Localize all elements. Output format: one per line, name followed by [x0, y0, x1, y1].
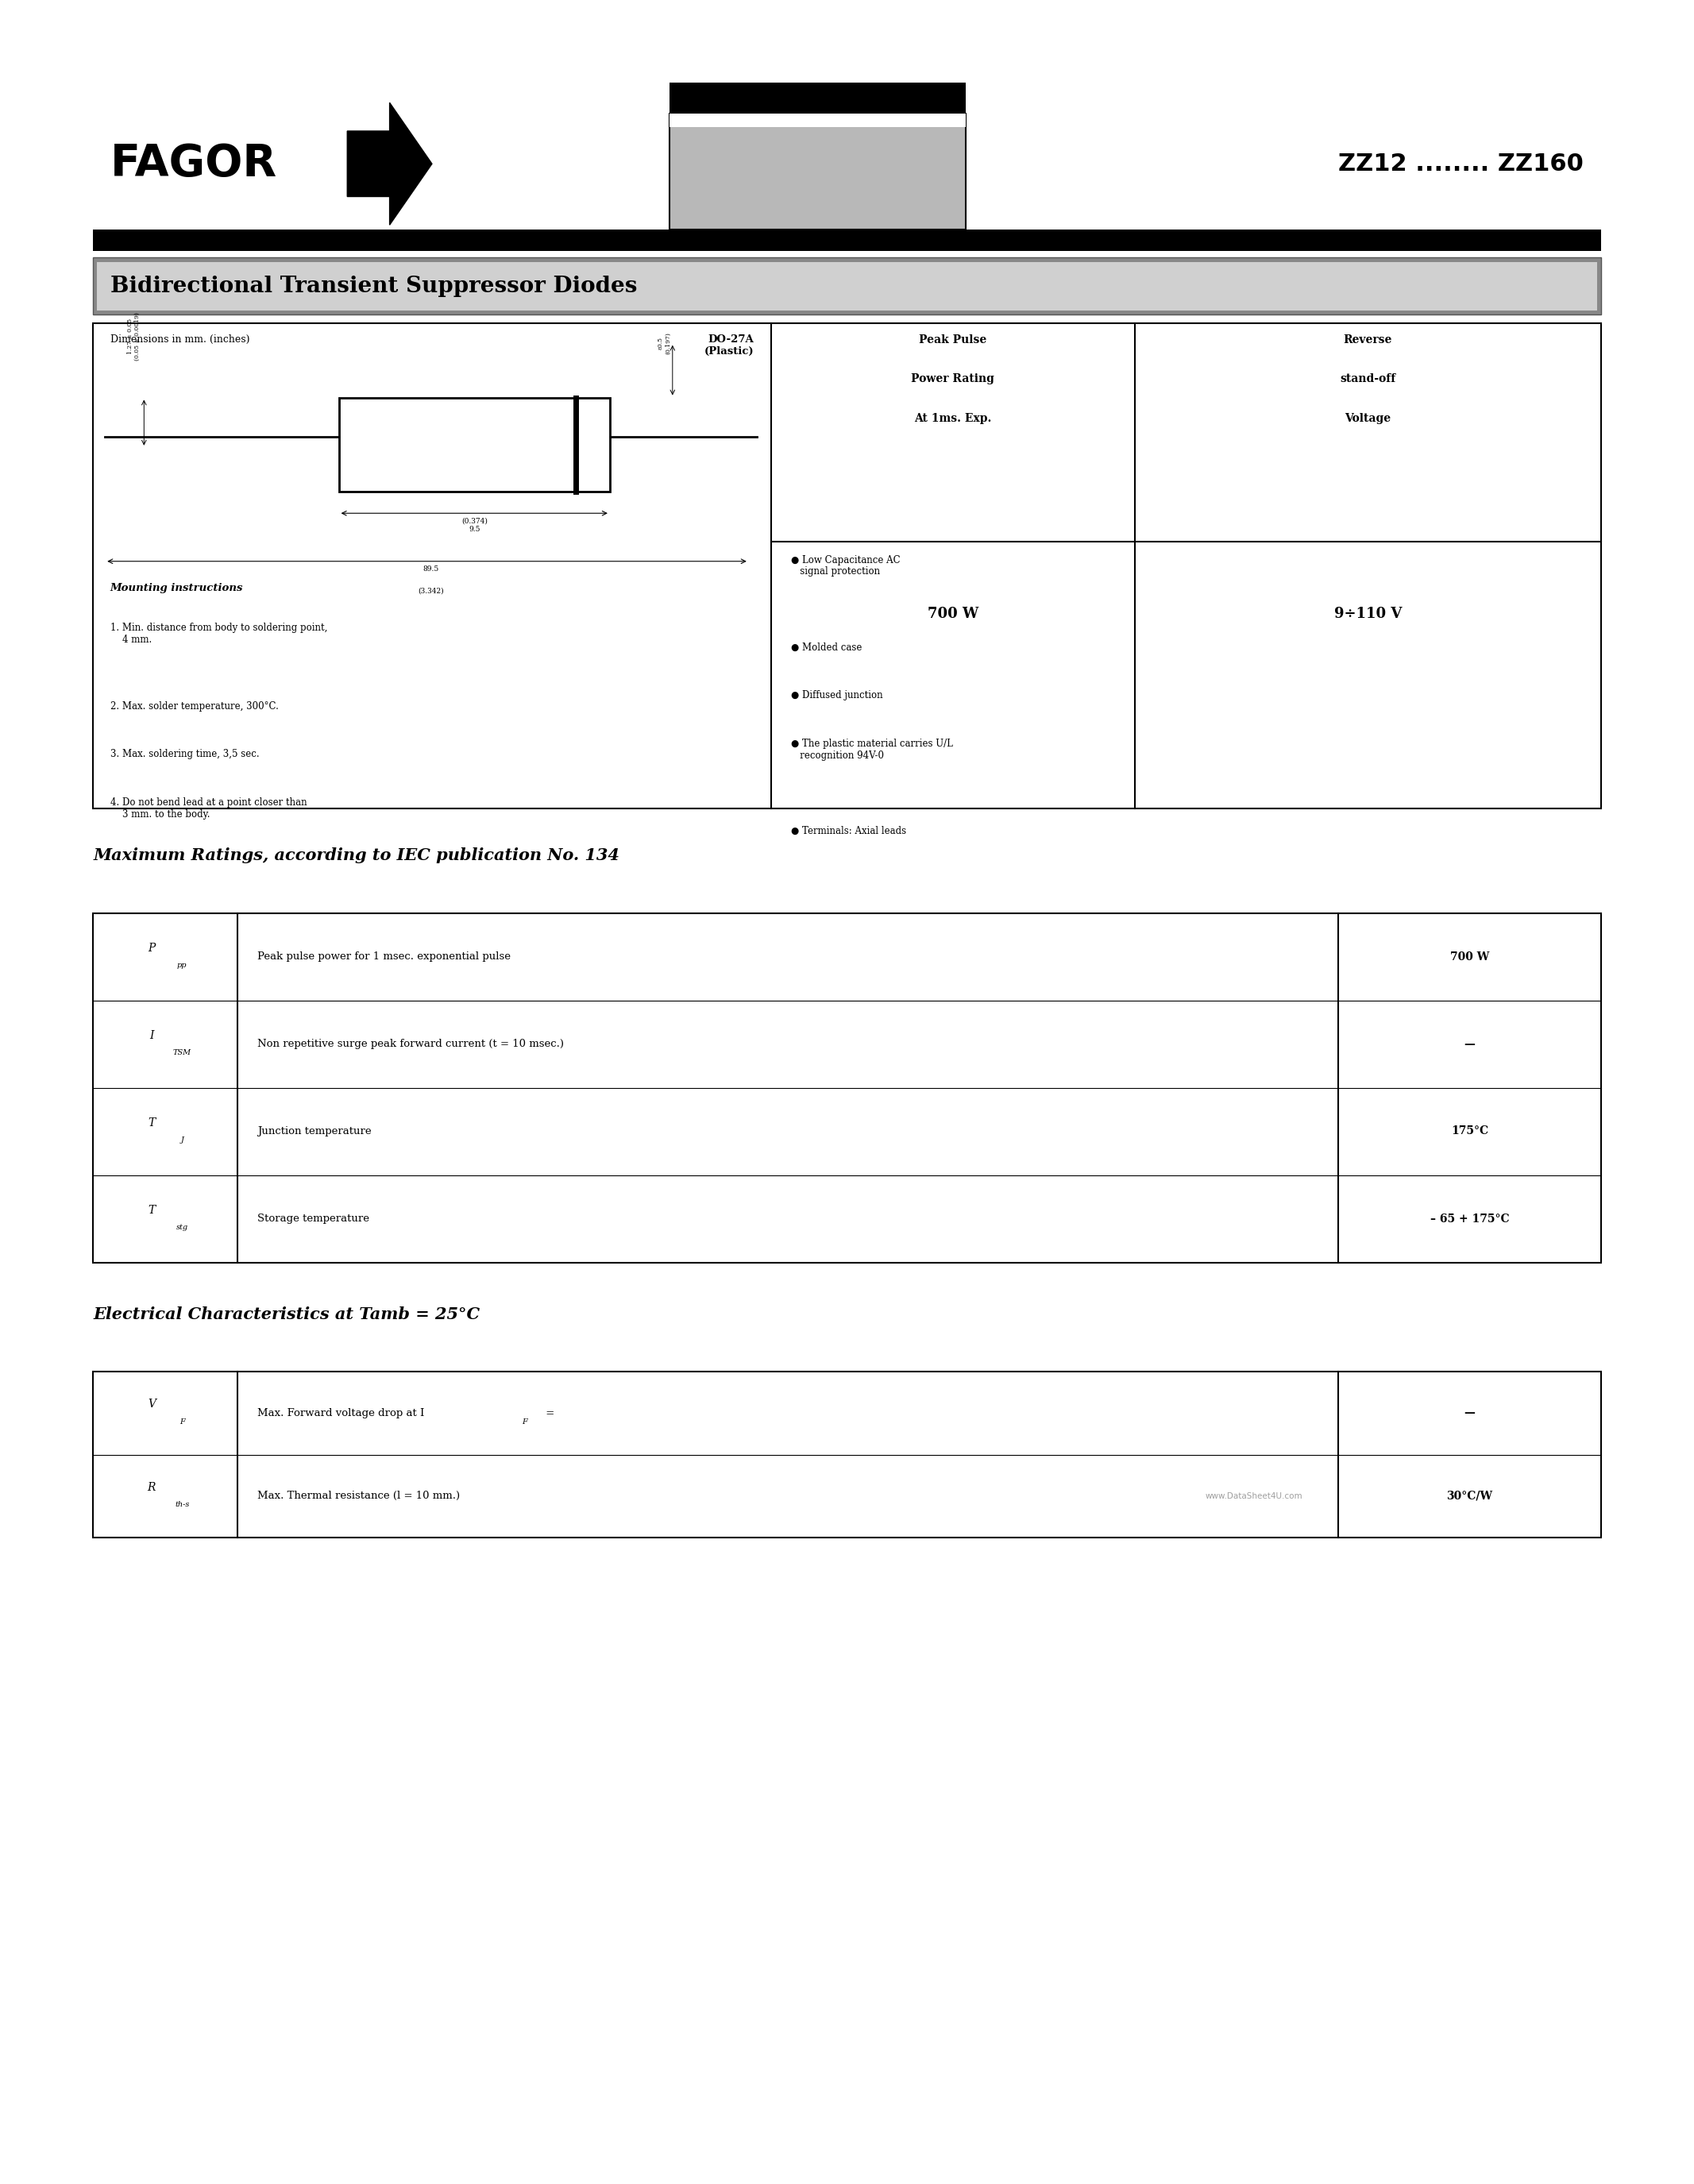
- Text: I: I: [149, 1029, 154, 1042]
- Text: stand-off: stand-off: [1340, 373, 1396, 384]
- Text: Electrical Characteristics at Tamb = 25°C: Electrical Characteristics at Tamb = 25°…: [93, 1306, 479, 1321]
- Text: www.DataSheet4U.com: www.DataSheet4U.com: [1204, 1492, 1303, 1500]
- Text: Non repetitive surge peak forward current (t = 10 msec.): Non repetitive surge peak forward curren…: [257, 1040, 564, 1048]
- Text: 700 W: 700 W: [927, 607, 979, 620]
- Bar: [669, 114, 966, 127]
- Text: Storage temperature: Storage temperature: [257, 1214, 369, 1223]
- Text: ε0.5
(0.197): ε0.5 (0.197): [657, 332, 671, 354]
- Text: Power Rating: Power Rating: [911, 373, 994, 384]
- Text: ● Terminals: Axial leads: ● Terminals: Axial leads: [791, 826, 906, 836]
- Text: Reverse: Reverse: [1343, 334, 1392, 345]
- Text: R: R: [147, 1481, 156, 1494]
- Text: —: —: [1464, 1037, 1475, 1051]
- Text: V: V: [147, 1398, 156, 1411]
- Text: Dimensions in mm. (inches): Dimensions in mm. (inches): [110, 334, 249, 345]
- Text: —: —: [1464, 1406, 1475, 1420]
- Text: Maximum Ratings, according to IEC publication No. 134: Maximum Ratings, according to IEC public…: [93, 847, 620, 863]
- Text: ZZ12 ........ ZZ160: ZZ12 ........ ZZ160: [1338, 153, 1584, 175]
- Text: P: P: [147, 941, 156, 954]
- Text: stg: stg: [176, 1223, 188, 1232]
- Text: 175°C: 175°C: [1450, 1125, 1489, 1138]
- Text: pp: pp: [178, 961, 186, 970]
- Text: T: T: [147, 1116, 156, 1129]
- Text: 4. Do not bend lead at a point closer than
    3 mm. to the body.: 4. Do not bend lead at a point closer th…: [110, 797, 307, 819]
- Bar: [93, 323, 1601, 808]
- Text: 89.5: 89.5: [424, 566, 439, 572]
- Bar: [93, 258, 1601, 314]
- Text: TSM: TSM: [173, 1048, 191, 1057]
- Text: Max. Forward voltage drop at I: Max. Forward voltage drop at I: [257, 1409, 425, 1417]
- Text: ● Diffused junction: ● Diffused junction: [791, 690, 883, 701]
- Bar: [669, 83, 966, 114]
- Bar: [97, 262, 1597, 310]
- Text: DO-27A
(Plastic): DO-27A (Plastic): [705, 334, 754, 356]
- Text: – 65 + 175°C: – 65 + 175°C: [1430, 1212, 1509, 1225]
- Text: Peak pulse power for 1 msec. exponential pulse: Peak pulse power for 1 msec. exponential…: [257, 952, 512, 961]
- Polygon shape: [347, 103, 432, 225]
- Text: Junction temperature: Junction temperature: [257, 1127, 371, 1136]
- Text: 3. Max. soldering time, 3,5 sec.: 3. Max. soldering time, 3,5 sec.: [110, 749, 259, 760]
- Bar: [93, 913, 1601, 1262]
- Text: (3.342): (3.342): [418, 587, 444, 594]
- Text: 2. Max. solder temperature, 300°C.: 2. Max. solder temperature, 300°C.: [110, 701, 278, 712]
- Text: 9÷110 V: 9÷110 V: [1333, 607, 1403, 620]
- Text: 700 W: 700 W: [1450, 950, 1489, 963]
- Text: T: T: [147, 1203, 156, 1216]
- Text: F: F: [180, 1417, 185, 1426]
- Bar: [93, 229, 1601, 251]
- Text: Voltage: Voltage: [1345, 413, 1391, 424]
- Text: 1. Min. distance from body to soldering point,
    4 mm.: 1. Min. distance from body to soldering …: [110, 622, 327, 644]
- Text: FAGOR: FAGOR: [110, 142, 278, 186]
- Text: ● Low Capacitance AC
   signal protection: ● Low Capacitance AC signal protection: [791, 555, 901, 577]
- Text: th-s: th-s: [174, 1500, 190, 1509]
- Bar: [339, 397, 610, 491]
- Text: =: =: [542, 1409, 554, 1417]
- Text: (0.374)
9.5: (0.374) 9.5: [461, 518, 488, 533]
- Text: At 1ms. Exp.: At 1ms. Exp.: [915, 413, 991, 424]
- Text: J: J: [181, 1136, 183, 1144]
- Text: 30°C/W: 30°C/W: [1447, 1489, 1492, 1503]
- Text: Mounting instructions: Mounting instructions: [110, 583, 244, 594]
- Text: 1.27 ± 0.05
(0.05 ± 0.0019): 1.27 ± 0.05 (0.05 ± 0.0019): [127, 312, 141, 360]
- Text: Peak Pulse: Peak Pulse: [920, 334, 986, 345]
- Bar: [669, 114, 966, 229]
- Bar: [93, 1372, 1601, 1538]
- Text: ● The plastic material carries U/L
   recognition 94V-0: ● The plastic material carries U/L recog…: [791, 738, 954, 760]
- Text: F: F: [522, 1417, 527, 1426]
- Text: ● Molded case: ● Molded case: [791, 642, 862, 653]
- Text: Max. Thermal resistance (l = 10 mm.): Max. Thermal resistance (l = 10 mm.): [257, 1492, 461, 1500]
- Text: Bidirectional Transient Suppressor Diodes: Bidirectional Transient Suppressor Diode…: [110, 275, 637, 297]
